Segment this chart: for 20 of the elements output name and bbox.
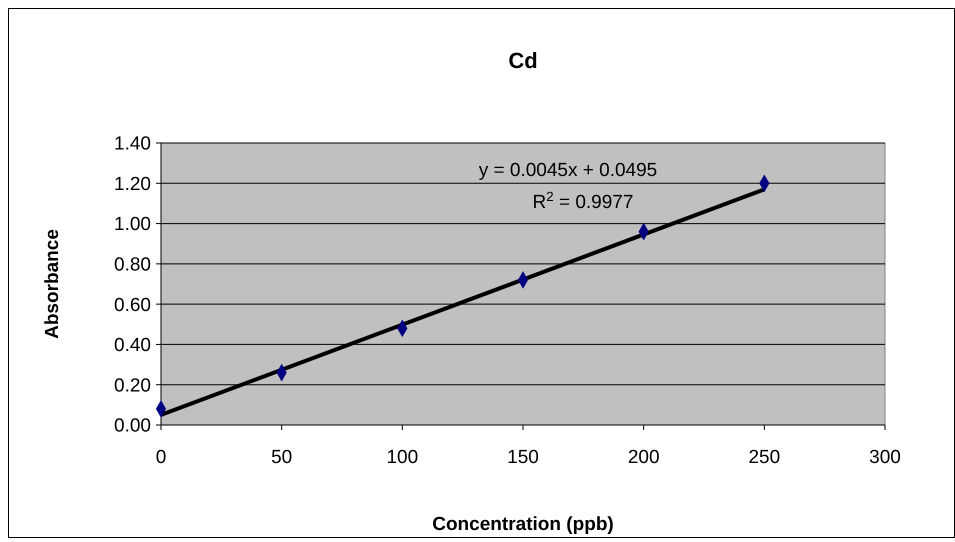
y-tick-label: 1.20: [114, 174, 151, 195]
y-tick-label: 0.40: [114, 335, 151, 356]
annotation: y = 0.0045x + 0.0495: [478, 160, 658, 181]
x-tick-label: 300: [869, 447, 901, 468]
y-axis-title: Absorbance: [42, 229, 63, 339]
x-tick-label: 200: [628, 447, 660, 468]
x-tick-label: 50: [271, 447, 292, 468]
x-tick-label: 150: [507, 447, 539, 468]
y-tick-label: 0.00: [114, 416, 151, 437]
y-tick-label: 0.80: [114, 254, 151, 276]
y-tick-label: 1.00: [114, 214, 151, 236]
x-tick-label: 0: [156, 447, 166, 468]
y-tick-label: 0.60: [114, 294, 151, 316]
x-tick-label: 100: [386, 447, 418, 468]
annotation: R$^{2}$ = 0.9977: [532, 188, 634, 213]
x-tick-label: 250: [748, 447, 780, 468]
chart-title: Cd: [508, 48, 538, 73]
y-tick-label: 0.20: [114, 375, 151, 396]
y-tick-label: 1.40: [114, 134, 151, 155]
x-axis-title: Concentration (ppb): [432, 514, 614, 535]
